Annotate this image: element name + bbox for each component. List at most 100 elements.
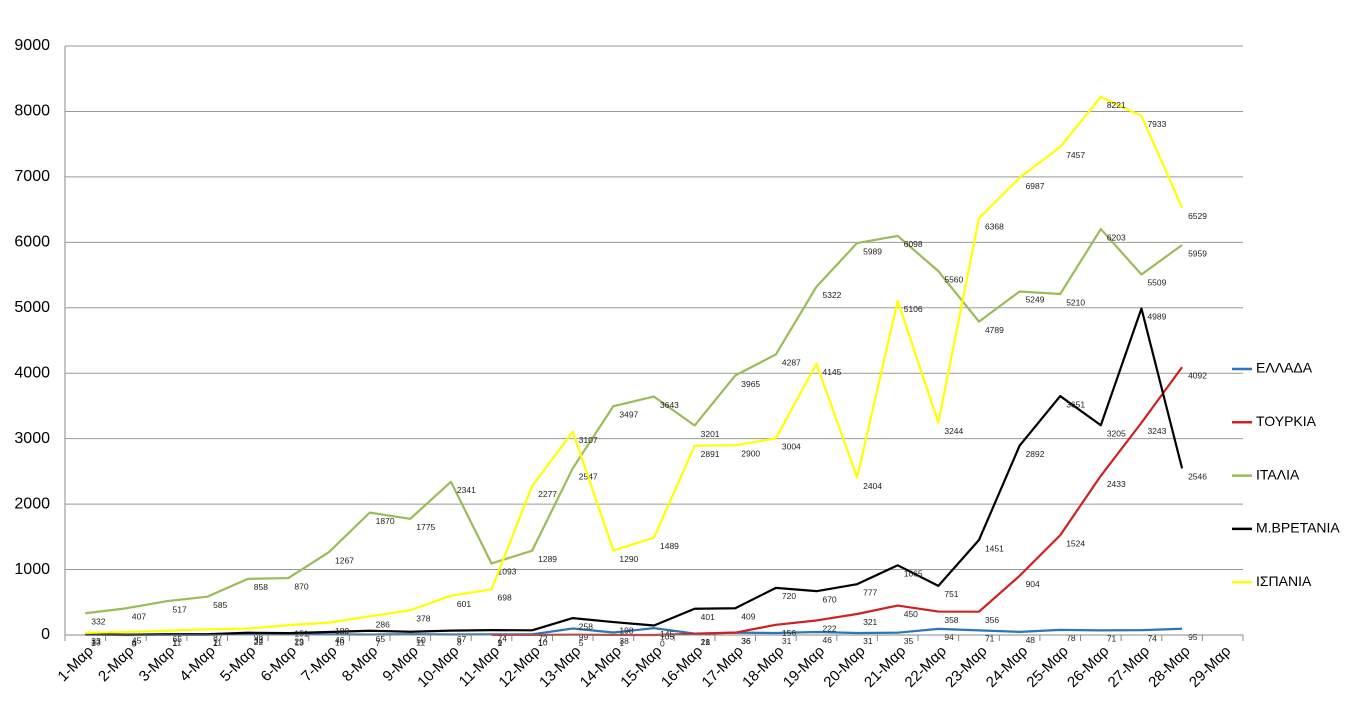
data-label: 98 — [254, 632, 264, 642]
data-label: 198 — [619, 625, 633, 635]
data-label: 4287 — [782, 358, 801, 368]
data-label: 0 — [132, 638, 137, 648]
data-label: 1524 — [1066, 539, 1085, 549]
data-label: 3004 — [782, 442, 801, 452]
data-label: 286 — [376, 620, 390, 630]
data-label: 11 — [416, 638, 425, 648]
x-tick-label: 15-Μαρ — [617, 643, 665, 691]
x-tick-label: 3-Μαρ — [136, 643, 178, 685]
data-label: 3 — [91, 638, 96, 648]
data-label: 358 — [944, 615, 958, 625]
data-label: 1 — [173, 638, 178, 648]
legend-label: ΙΣΠΑΝΙΑ — [1256, 573, 1312, 589]
data-label: 11 — [213, 638, 222, 648]
data-label: 3107 — [579, 435, 598, 445]
y-tick-label: 0 — [41, 626, 50, 643]
legend-label: ΤΟΥΡΚΙΑ — [1256, 413, 1317, 429]
x-tick-label: 18-Μαρ — [739, 643, 787, 691]
data-label: 1289 — [538, 554, 557, 564]
data-label: 4 — [132, 638, 137, 648]
data-label: 1267 — [335, 555, 354, 565]
series-line — [85, 95, 1184, 634]
data-label: 11 — [173, 638, 182, 648]
x-tick-label: 4-Μαρ — [176, 643, 218, 685]
data-label: 10 — [538, 638, 548, 648]
data-label: 3497 — [619, 409, 638, 419]
data-label: 5959 — [1188, 248, 1207, 258]
x-tick-label: 6-Μαρ — [258, 643, 300, 685]
x-tick-label: 2-Μαρ — [95, 643, 137, 685]
data-label: 5106 — [904, 304, 923, 314]
x-tick-label: 19-Μαρ — [780, 643, 828, 691]
data-label: 401 — [701, 612, 715, 622]
data-label: 2 — [213, 638, 218, 648]
x-tick-label: 8-Μαρ — [339, 643, 381, 685]
x-tick-label: 16-Μαρ — [658, 643, 706, 691]
data-label: 48 — [1026, 635, 1036, 645]
data-label: 3201 — [701, 429, 720, 439]
data-label: 8221 — [1107, 100, 1126, 110]
y-tick-label: 7000 — [14, 168, 50, 185]
data-label: 65 — [376, 634, 386, 644]
data-label: 5 — [579, 638, 584, 648]
data-label: 1775 — [416, 522, 435, 532]
data-label: 332 — [91, 617, 105, 627]
data-label: 378 — [416, 614, 430, 624]
data-label: 71 — [985, 634, 995, 644]
data-label: 46 — [335, 635, 345, 645]
y-tick-label: 3000 — [14, 430, 50, 447]
y-tick-label: 4000 — [14, 364, 50, 381]
data-label: 6203 — [1107, 232, 1126, 242]
data-label: 7457 — [1066, 150, 1085, 160]
x-tick-label: 27-Μαρ — [1105, 643, 1153, 691]
x-tick-label: 25-Μαρ — [1023, 643, 1071, 691]
data-label: 1290 — [619, 554, 638, 564]
data-label: 3965 — [741, 379, 760, 389]
y-tick-label: 9000 — [14, 37, 50, 54]
data-label: 3651 — [1066, 399, 1085, 409]
x-tick-label: 24-Μαρ — [983, 643, 1031, 691]
data-label: 2892 — [1026, 449, 1045, 459]
data-label: 601 — [457, 599, 471, 609]
data-label: 38 — [619, 636, 629, 646]
series-line — [85, 227, 1183, 615]
data-label: 698 — [498, 593, 512, 603]
data-label: 18 — [701, 637, 711, 647]
data-label: 6529 — [1188, 211, 1207, 221]
data-label: 0 — [660, 638, 665, 648]
data-label: 71 — [1107, 634, 1117, 644]
data-label: 46 — [822, 635, 832, 645]
data-label: 1065 — [904, 569, 923, 579]
data-label: 6368 — [985, 221, 1004, 231]
data-label: 156 — [782, 628, 796, 638]
data-label: 450 — [904, 609, 918, 619]
data-label: 1870 — [376, 516, 395, 526]
data-label: 4789 — [985, 325, 1004, 335]
data-label: 74 — [1147, 633, 1157, 643]
data-label: 72 — [538, 634, 548, 644]
data-label: 7 — [376, 638, 381, 648]
data-label: 904 — [1026, 579, 1040, 589]
data-label: 5210 — [1066, 297, 1085, 307]
data-label: 222 — [822, 624, 836, 634]
data-label: 95 — [1188, 632, 1198, 642]
data-label: 3643 — [660, 400, 679, 410]
y-tick-label: 5000 — [14, 299, 50, 316]
data-label: 22 — [254, 637, 264, 647]
data-label: 35 — [904, 636, 914, 646]
data-label: 5560 — [944, 274, 963, 284]
data-label: 6098 — [904, 239, 923, 249]
data-label: 99 — [579, 632, 589, 642]
y-tick-label: 1000 — [14, 561, 50, 578]
data-label: 67 — [457, 634, 467, 644]
data-label: 1489 — [660, 541, 679, 551]
data-label: 858 — [254, 582, 268, 592]
x-tick-label: 22-Μαρ — [902, 643, 950, 691]
data-label: 7933 — [1147, 119, 1166, 129]
data-label: 36 — [741, 636, 751, 646]
x-tick-label: 20-Μαρ — [820, 643, 868, 691]
x-tick-label: 23-Μαρ — [942, 643, 990, 691]
data-label: 585 — [213, 600, 227, 610]
data-label: 2433 — [1107, 479, 1126, 489]
data-label: 3205 — [1107, 429, 1126, 439]
